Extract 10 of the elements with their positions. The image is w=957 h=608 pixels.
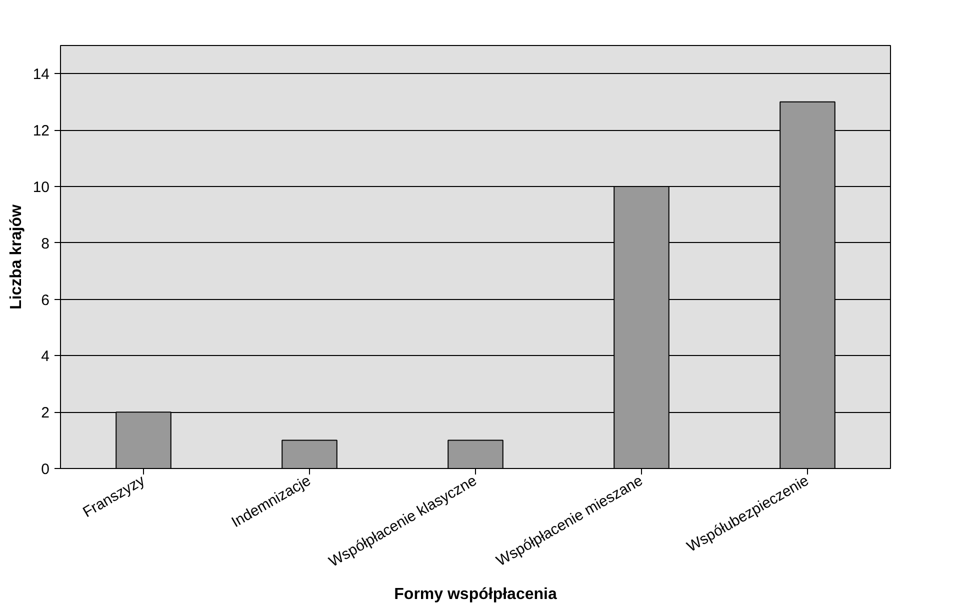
y-tick-label: 4 <box>41 348 50 366</box>
y-axis-title: Liczba krajów <box>8 204 25 310</box>
y-tick-label: 8 <box>41 235 50 252</box>
y-tick-label: 0 <box>41 461 50 478</box>
y-tick-label: 14 <box>32 66 50 84</box>
y-tick-label: 2 <box>41 404 50 422</box>
x-axis-title: Formy współpłacenia <box>394 586 557 604</box>
y-tick-label: 10 <box>32 179 50 196</box>
y-tick-label: 12 <box>32 122 50 140</box>
y-tick-label: 6 <box>41 292 50 309</box>
